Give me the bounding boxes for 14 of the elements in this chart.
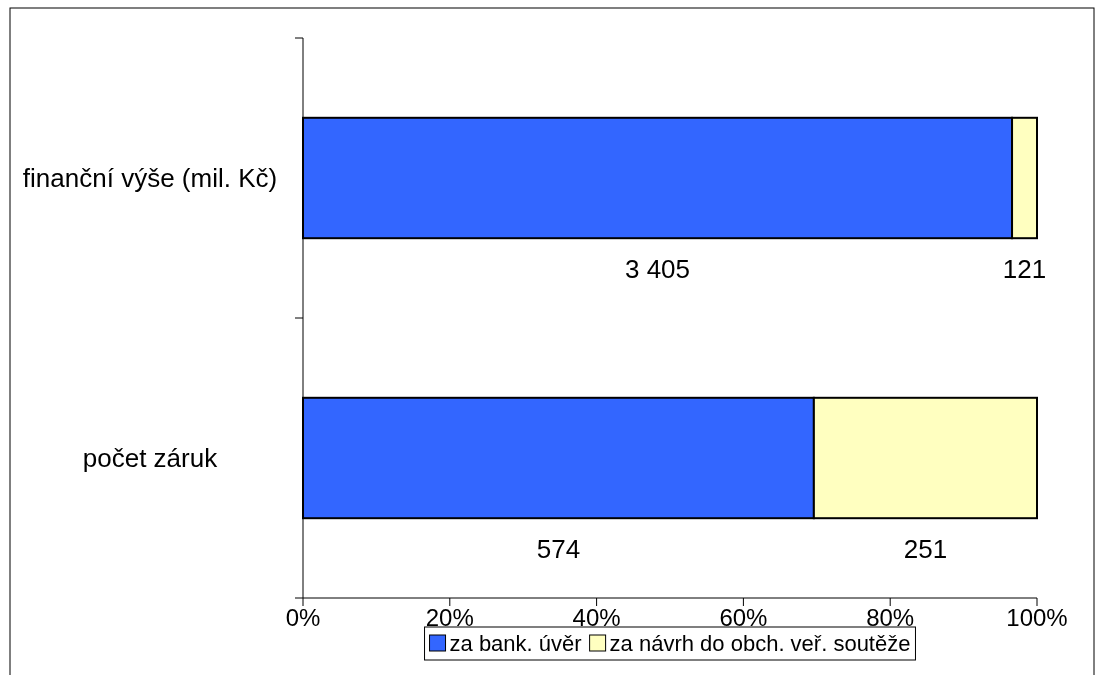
x-tick-label: 80%	[866, 604, 915, 632]
y-tick-label: počet záruk	[82, 443, 219, 473]
annotation: 3 405	[624, 254, 691, 285]
annotation: 574	[536, 534, 581, 565]
legend-label: za bank. úvěr	[449, 631, 582, 656]
x-tick-label: 60%	[719, 604, 768, 632]
y-tick-label: finanční výše (mil. Kč)	[22, 163, 278, 193]
x-tick-label: 20%	[425, 604, 474, 632]
x-tick-label: 100%	[1006, 604, 1068, 632]
x-tick-label: 40%	[572, 604, 621, 632]
annotation: 251	[903, 534, 948, 565]
legend-label: za návrh do obch. veř. soutěže	[609, 631, 911, 656]
x-tick-label: 0%	[285, 604, 321, 632]
annotation: 121	[1002, 254, 1047, 285]
